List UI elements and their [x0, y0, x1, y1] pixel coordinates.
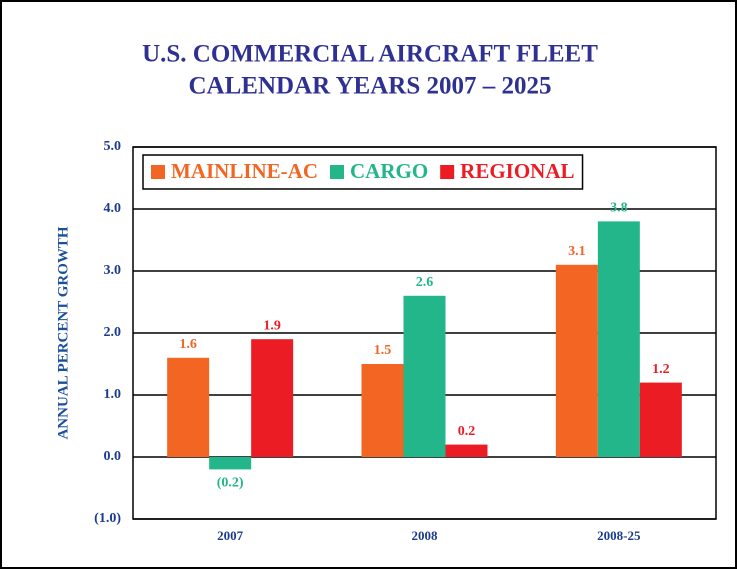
legend-swatch	[151, 165, 165, 179]
value-label: 3.1	[568, 244, 586, 259]
value-label: (0.2)	[217, 476, 244, 491]
bar	[597, 221, 640, 457]
value-label: 1.5	[374, 343, 392, 358]
bar	[251, 339, 294, 457]
legend-label: MAINLINE-AC	[171, 159, 318, 183]
bar	[403, 295, 446, 457]
value-label: 0.2	[458, 424, 476, 439]
y-tick-label: (1.0)	[94, 511, 121, 526]
value-label: 1.6	[179, 337, 197, 352]
x-tick-label: 2008-25	[597, 528, 641, 543]
chart-title: U.S. COMMERCIAL AIRCRAFT FLEET	[142, 41, 598, 68]
legend-label: CARGO	[350, 159, 428, 183]
legend-box	[142, 154, 584, 190]
y-tick-label: 4.0	[104, 201, 122, 216]
legend-swatch	[330, 165, 344, 179]
value-label: 3.8	[610, 201, 628, 216]
value-label: 1.2	[652, 362, 670, 377]
value-label: 1.9	[263, 318, 281, 333]
y-tick-label: 2.0	[104, 325, 122, 340]
value-label: 2.6	[416, 275, 434, 290]
y-tick-label: 0.0	[104, 449, 122, 464]
y-axis-label: ANNUAL PERCENT GROWTH	[55, 226, 71, 439]
x-tick-label: 2008	[412, 528, 439, 543]
bar	[209, 457, 252, 470]
legend-swatch	[440, 165, 455, 179]
bar	[167, 357, 210, 457]
bar	[555, 264, 598, 457]
legend-label: REGIONAL	[460, 159, 574, 183]
y-tick-label: 3.0	[104, 263, 122, 278]
bar	[361, 364, 404, 457]
y-tick-label: 1.0	[104, 387, 122, 402]
chart-subtitle: CALENDAR YEARS 2007 – 2025	[189, 73, 552, 100]
bar	[639, 382, 682, 457]
x-tick-label: 2007	[217, 528, 244, 543]
y-tick-label: 5.0	[104, 139, 122, 154]
bar	[445, 444, 488, 457]
